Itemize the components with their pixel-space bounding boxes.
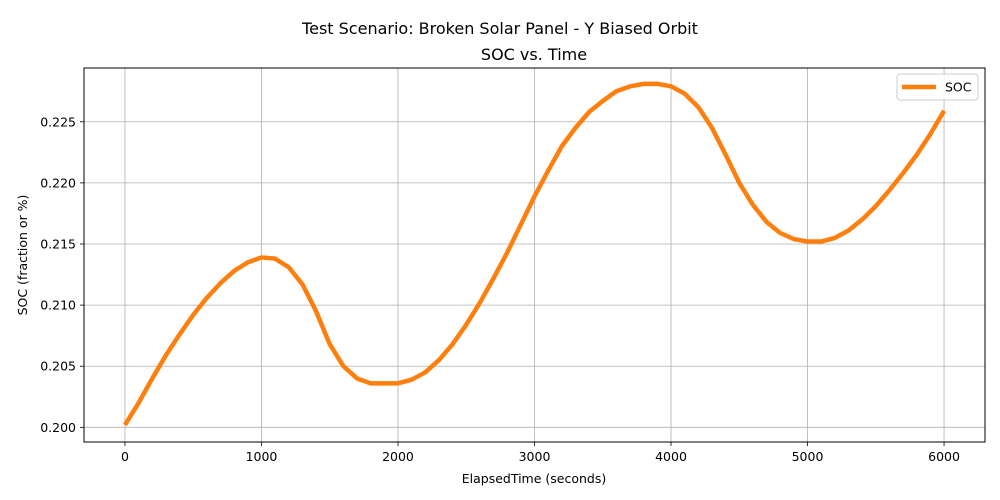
series-layer (123, 81, 946, 427)
legend-box (896, 73, 979, 101)
legend-label-soc: SOC (945, 80, 972, 95)
grid-layer (84, 68, 985, 442)
y-tick-label: 0.220 (40, 175, 76, 190)
x-tick-label: 5000 (792, 449, 824, 464)
x-tick-label: 4000 (655, 449, 687, 464)
chart-title: SOC vs. Time (481, 45, 587, 64)
legend: SOC (896, 73, 979, 101)
series-line-soc (123, 81, 946, 427)
chart-suptitle: Test Scenario: Broken Solar Panel - Y Bi… (301, 19, 698, 38)
y-tick-label: 0.205 (40, 359, 76, 374)
x-tick-label: 0 (121, 449, 129, 464)
x-tick-label: 2000 (382, 449, 414, 464)
y-tick-label: 0.225 (40, 114, 76, 129)
y-axis-label: SOC (fraction or %) (15, 195, 30, 316)
x-tick-label: 1000 (246, 449, 278, 464)
y-tick-label: 0.200 (40, 420, 76, 435)
tick-layer: 0 1000 2000 3000 4000 5000 6000 0.200 0.205 0.210… (40, 114, 960, 464)
y-tick-label: 0.210 (40, 298, 76, 313)
x-tick-label: 3000 (519, 449, 551, 464)
x-tick-label: 6000 (928, 449, 960, 464)
y-tick-label: 0.215 (40, 237, 76, 252)
x-axis-label: ElapsedTime (seconds) (462, 471, 607, 486)
